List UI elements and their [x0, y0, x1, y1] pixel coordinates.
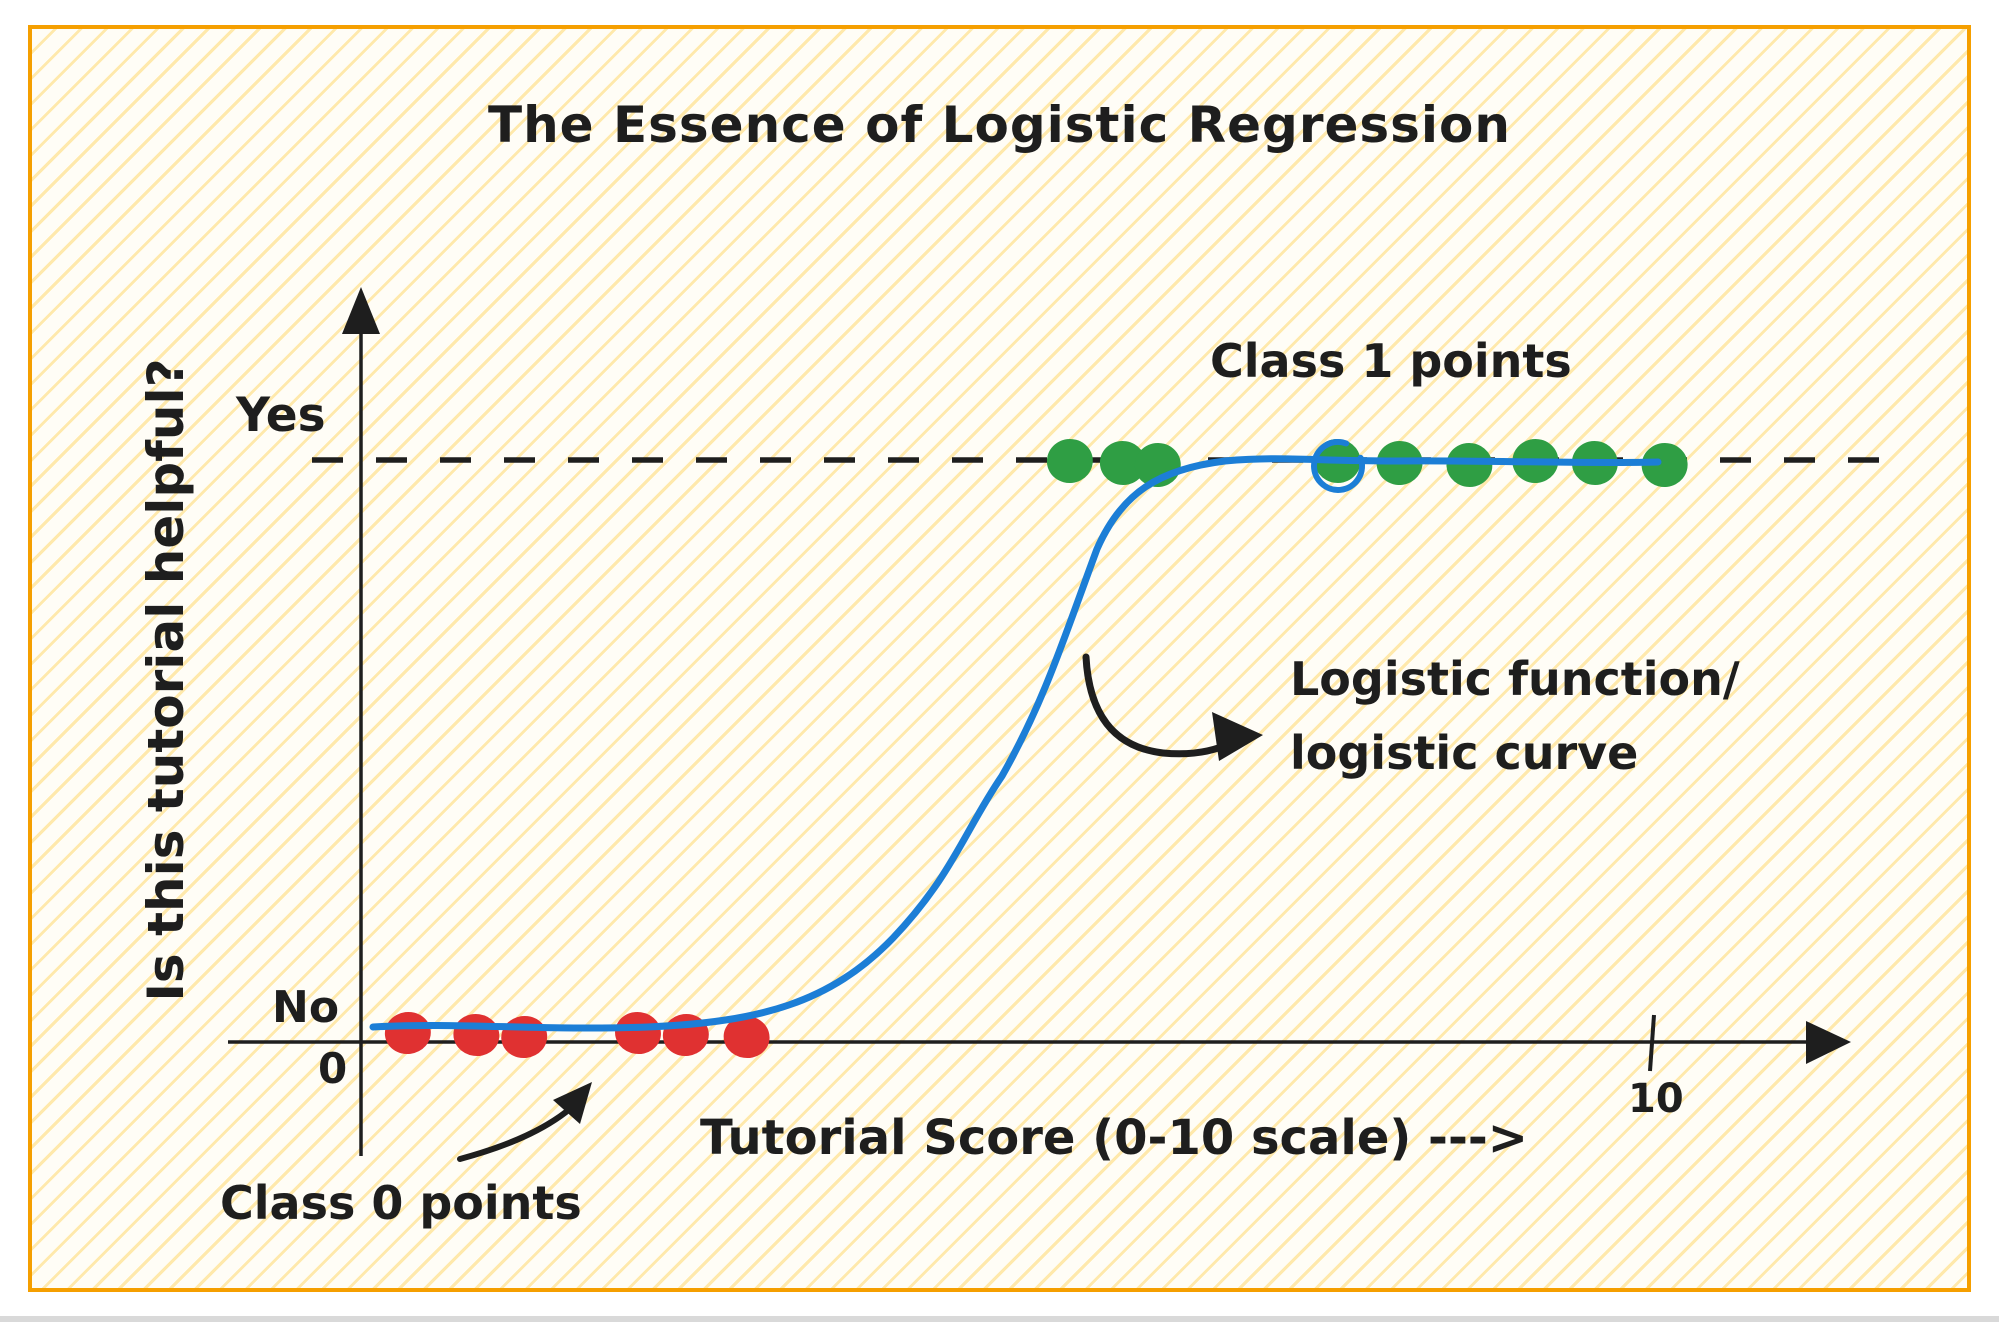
y-axis-arrowhead-icon: [342, 287, 380, 334]
class0-point: [662, 1013, 709, 1057]
class1-point: [1046, 438, 1093, 484]
x-axis-label: Tutorial Score (0-10 scale) --->: [700, 1110, 1528, 1166]
x-axis-tick-10: [1648, 1014, 1656, 1072]
hatched-background-frame: [28, 25, 1971, 1292]
class0-point: [501, 1015, 548, 1059]
y-tick-no: No: [272, 982, 340, 1033]
curve-annotation-line1: Logistic function/: [1290, 652, 1740, 706]
class0-point: [453, 1013, 500, 1057]
circled-dot-loop: [1311, 438, 1366, 493]
curve-annotation-line2: logistic curve: [1290, 726, 1639, 780]
x-tick-10: 10: [1628, 1076, 1684, 1122]
class0-point: [384, 1011, 431, 1055]
curve-annotation: Logistic function/ logistic curve: [1290, 642, 1740, 790]
curve-annotation-arrow: [1082, 653, 1237, 758]
chart-title: The Essence of Logistic Regression: [487, 96, 1512, 154]
class0-annotation-arrow: [457, 1109, 569, 1162]
class0-annotation: Class 0 points: [220, 1176, 582, 1230]
class1-point: [1099, 440, 1146, 486]
class1-annotation: Class 1 points: [1210, 334, 1572, 388]
bottom-edge-strip: [0, 1316, 1999, 1322]
class0-point: [723, 1015, 770, 1059]
class0-dots-group: [384, 1011, 770, 1059]
x-axis-arrowhead-icon: [1806, 1021, 1851, 1064]
class0-annotation-arrowhead-icon: [553, 1082, 592, 1124]
y-tick-yes: Yes: [236, 388, 326, 443]
x-tick-origin: 0: [318, 1044, 348, 1093]
class1-dots-group: [1046, 438, 1688, 488]
curve-annotation-arrowhead-icon: [1212, 712, 1263, 761]
y-axis-label: Is this tutorial helpful?: [137, 358, 195, 1002]
class0-point: [615, 1011, 661, 1055]
class1-point: [1446, 442, 1493, 488]
class1-point: [1641, 442, 1688, 488]
logistic-curve: [369, 455, 1662, 1032]
